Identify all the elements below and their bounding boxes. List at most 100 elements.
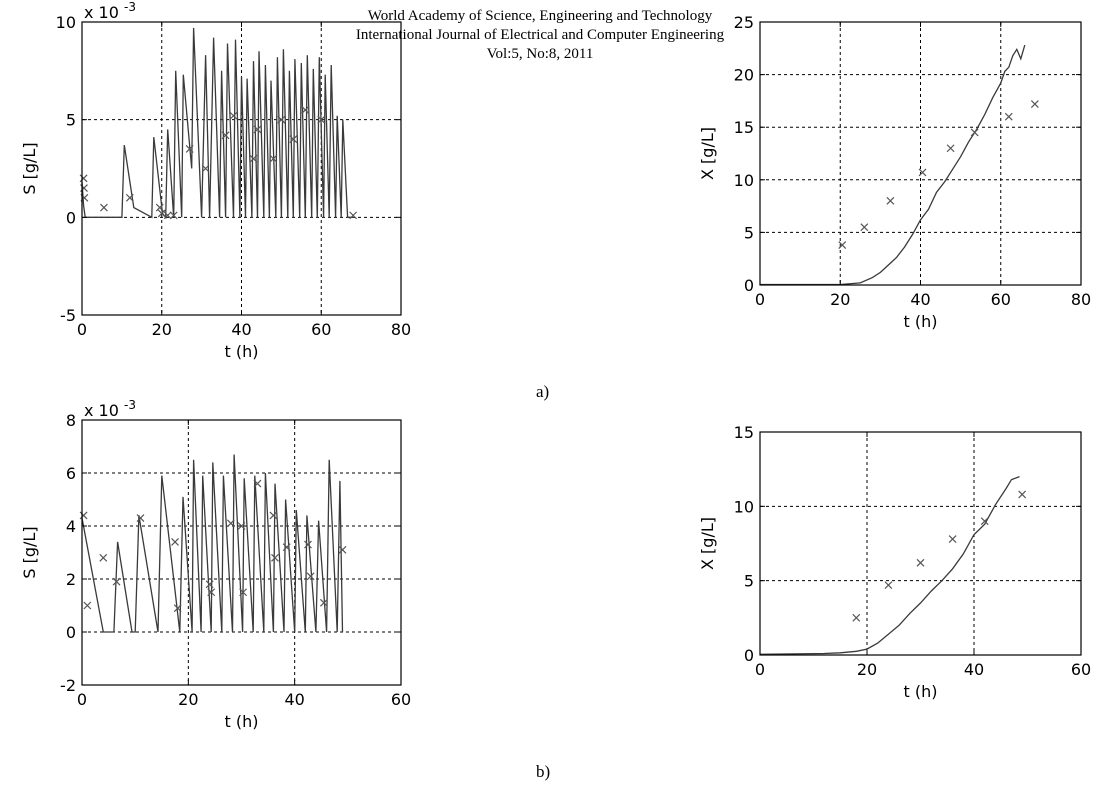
data-point-marker [136, 514, 145, 522]
data-point-marker [125, 193, 134, 202]
data-point-marker [317, 115, 326, 124]
chart-a-right: 0 20 40 60 80 0 5 10 15 20 25 t (h) X [g/L] [698, 13, 1091, 331]
x-tick-label: 40 [964, 660, 984, 679]
data-point-marker [946, 144, 955, 153]
header-line-1: World Academy of Science, Engineering an… [367, 8, 713, 24]
x-axis-label: t (h) [225, 712, 259, 731]
data-point-marker [99, 553, 108, 562]
x-tick-label: 80 [391, 320, 411, 339]
data-point-marker [205, 580, 214, 589]
data-point-marker [201, 164, 210, 173]
y-tick-label: 2 [66, 570, 76, 589]
y-axis-label: X [g/L] [698, 517, 717, 570]
x-axis-label: t (h) [904, 682, 938, 701]
y-tick-label: 15 [734, 423, 754, 442]
y-axis-label: S [g/L] [20, 142, 39, 194]
series-line [759, 475, 1020, 655]
y-tick-label: 15 [734, 118, 754, 137]
axes-frame [81, 419, 402, 686]
data-point-marker [112, 577, 121, 586]
data-point-marker [1004, 112, 1013, 121]
y-tick-label: 0 [66, 623, 76, 642]
x-tick-label: 0 [77, 690, 87, 709]
data-point-marker [1030, 100, 1039, 108]
data-point-marker [100, 203, 108, 212]
data-point-marker [970, 128, 979, 137]
x-tick-label: 20 [152, 320, 172, 339]
y-exponent-label: x 10 -3 [84, 398, 136, 420]
data-point-marker [207, 588, 216, 597]
data-point-marker [253, 479, 262, 488]
x-tick-label: 0 [77, 320, 87, 339]
caption-a: a) [536, 382, 550, 401]
x-tick-label: 0 [755, 660, 765, 679]
data-point-marker [918, 168, 927, 177]
series-line [81, 27, 354, 220]
y-tick-label: 8 [66, 411, 76, 430]
y-tick-label: 0 [744, 646, 754, 665]
data-point-marker [301, 105, 310, 114]
data-point-marker [282, 543, 291, 552]
data-point-marker [271, 553, 279, 562]
y-tick-label: 5 [66, 111, 76, 130]
header-line-2: International Journal of Electrical and … [355, 27, 725, 43]
x-tick-label: 60 [391, 690, 411, 709]
data-point-marker [185, 145, 194, 153]
y-tick-label: 5 [744, 223, 754, 242]
series-line [81, 454, 344, 633]
y-tick-label: -5 [60, 306, 76, 325]
data-point-marker [304, 540, 312, 549]
data-point-marker [948, 535, 957, 543]
data-point-marker [319, 598, 328, 607]
data-point-marker [226, 519, 235, 528]
data-point-marker [173, 604, 182, 613]
y-tick-label: 4 [66, 517, 76, 536]
y-tick-label: -2 [60, 676, 76, 695]
y-exponent-label: x 10 -3 [84, 0, 136, 22]
y-tick-label: 5 [744, 572, 754, 591]
data-point-marker [289, 135, 298, 144]
x-tick-label: 80 [1071, 290, 1091, 309]
x-tick-label: 60 [1071, 660, 1091, 679]
data-point-marker [269, 154, 278, 163]
data-point-marker [79, 174, 88, 183]
data-point-marker [338, 545, 347, 554]
y-tick-label: 6 [66, 464, 76, 483]
data-point-marker [229, 111, 238, 120]
y-axis-label: S [g/L] [20, 526, 39, 578]
y-tick-label: 10 [56, 13, 76, 32]
journal-header: World Academy of Science, Engineering an… [300, 7, 780, 64]
data-point-marker [1018, 490, 1027, 499]
chart-b-right: 0 20 40 60 0 5 10 15 t (h) X [g/L] [698, 423, 1091, 701]
header-line-3: Vol:5, No:8, 2011 [486, 46, 594, 62]
data-point-marker [980, 517, 989, 526]
data-point-marker [306, 572, 315, 581]
x-tick-label: 20 [830, 290, 850, 309]
data-point-marker [277, 115, 286, 124]
y-tick-label: 25 [734, 13, 754, 32]
data-point-marker [916, 558, 925, 567]
y-axis-label: X [g/L] [698, 127, 717, 180]
data-point-marker [155, 203, 164, 212]
data-point-marker [239, 588, 248, 597]
data-point-marker [169, 211, 178, 220]
x-tick-label: 40 [231, 320, 251, 339]
x-tick-label: 20 [178, 690, 198, 709]
x-axis-label: t (h) [225, 342, 259, 361]
data-point-marker [852, 613, 861, 622]
x-tick-label: 0 [755, 290, 765, 309]
plot-area [82, 420, 401, 685]
series-line [760, 44, 1026, 286]
data-point-marker [349, 211, 358, 220]
y-tick-label: 0 [66, 208, 76, 227]
data-point-marker [163, 211, 172, 220]
plot-area [760, 432, 1081, 655]
x-tick-label: 40 [910, 290, 930, 309]
data-point-marker [83, 601, 92, 610]
x-tick-label: 40 [284, 690, 304, 709]
data-point-marker [249, 154, 258, 163]
x-axis-label: t (h) [904, 312, 938, 331]
